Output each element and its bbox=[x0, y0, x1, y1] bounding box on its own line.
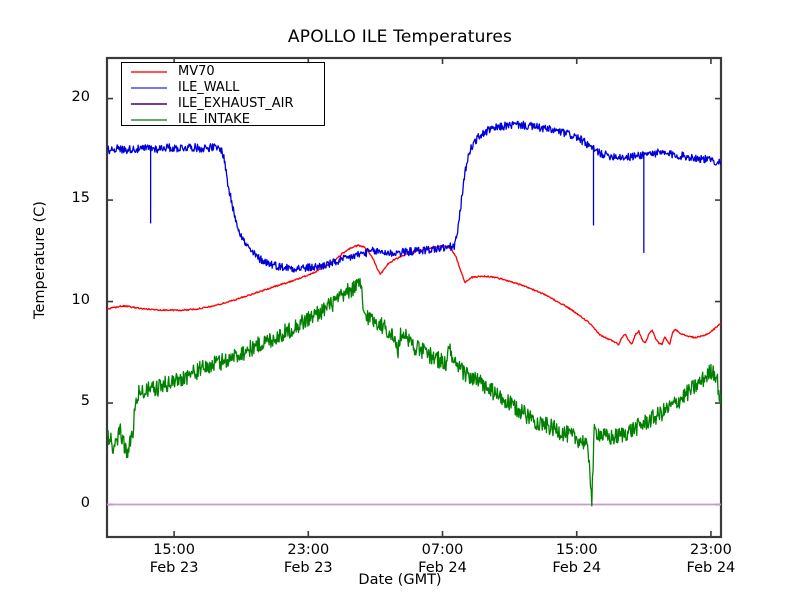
chart-title: APOLLO ILE Temperatures bbox=[287, 27, 513, 47]
y-tick-label: 5 bbox=[80, 393, 90, 410]
x-tick-time: 15:00 bbox=[153, 542, 195, 558]
y-tick-label: 0 bbox=[80, 494, 90, 511]
x-tick-date: Feb 24 bbox=[686, 559, 736, 576]
series-line-0 bbox=[107, 244, 721, 346]
legend-label: ILE_INTAKE bbox=[178, 112, 250, 127]
y-tick-label: 15 bbox=[71, 190, 90, 207]
legend-swatch-icon bbox=[131, 119, 167, 121]
x-tick-time: 15:00 bbox=[555, 542, 598, 558]
x-tick-label: 15:00 Feb 24 bbox=[517, 542, 637, 577]
y-tick-label: 20 bbox=[71, 88, 90, 105]
legend-item-ile_intake[interactable]: ILE_INTAKE bbox=[122, 112, 324, 128]
legend-item-mv70[interactable]: MV70 bbox=[122, 64, 324, 80]
x-tick-date: Feb 23 bbox=[283, 559, 333, 576]
series-line-1 bbox=[107, 120, 721, 273]
x-tick-label: 07:00 Feb 24 bbox=[383, 542, 503, 577]
chart-legend: MV70 ILE_WALL ILE_EXHAUST_AIR ILE_INTAKE bbox=[121, 62, 325, 128]
x-tick-time: 23:00 bbox=[690, 542, 732, 558]
legend-swatch-icon bbox=[131, 71, 167, 73]
legend-item-ile_wall[interactable]: ILE_WALL bbox=[122, 80, 324, 96]
y-tick-label: 10 bbox=[71, 291, 90, 308]
legend-swatch-icon bbox=[131, 87, 167, 89]
legend-label: ILE_EXHAUST_AIR bbox=[178, 96, 294, 111]
legend-label: MV70 bbox=[178, 64, 215, 79]
x-tick-label: 23:00 Feb 23 bbox=[248, 542, 368, 577]
x-tick-date: Feb 24 bbox=[418, 559, 467, 576]
x-tick-time: 07:00 bbox=[421, 542, 464, 558]
x-tick-time: 23:00 bbox=[287, 542, 330, 558]
y-axis-label: Temperature (C) bbox=[32, 201, 48, 319]
x-tick-date: Feb 24 bbox=[552, 559, 602, 576]
x-axis-label: Date (GMT) bbox=[358, 572, 442, 588]
series-line-3 bbox=[107, 277, 721, 507]
x-tick-label: 23:00 Feb 24 bbox=[651, 542, 771, 577]
x-tick-label: 15:00 Feb 23 bbox=[114, 542, 234, 577]
legend-item-ile_exhaust_air[interactable]: ILE_EXHAUST_AIR bbox=[122, 96, 324, 112]
legend-label: ILE_WALL bbox=[178, 80, 240, 95]
legend-swatch-icon bbox=[131, 103, 167, 105]
x-tick-date: Feb 23 bbox=[149, 559, 199, 576]
